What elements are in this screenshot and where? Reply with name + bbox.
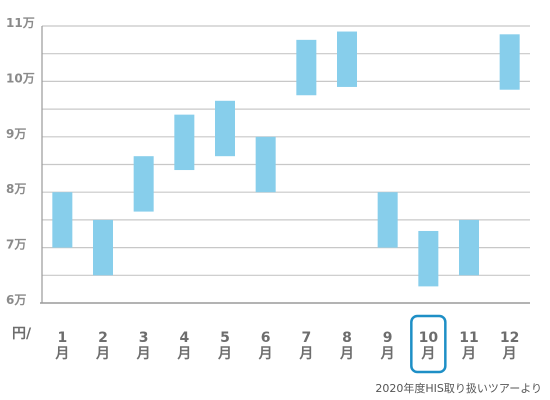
bars [52, 31, 520, 287]
y-tick-label: 11万 [6, 16, 35, 30]
y-tick-label: 7万 [6, 238, 26, 252]
range-bar [459, 219, 479, 276]
range-bar [52, 192, 73, 248]
gridlines [40, 25, 530, 304]
range-bar [93, 219, 113, 276]
y-unit-label: 円/ [12, 326, 32, 342]
y-tick-label: 6万 [6, 293, 26, 307]
source-note: 2020年度HIS取り扱いツアーより [375, 381, 542, 395]
range-bar [255, 136, 276, 193]
highlight-box [410, 314, 447, 374]
y-axis: 6万 7万 8万 9万 10万 11万 [6, 16, 35, 307]
range-bar [337, 31, 357, 87]
range-bar [418, 230, 439, 287]
range-bar [499, 34, 520, 90]
y-tick-label: 10万 [6, 71, 35, 85]
range-bar [377, 192, 398, 248]
y-tick-label: 9万 [6, 127, 26, 141]
range-bar [296, 39, 317, 96]
x-axis: 1 月 2 月 3 月 4 月 5 月 6 月 7 月 8 月 9 月 10 月 11 月 12 月 [54, 314, 519, 374]
range-bar [133, 156, 154, 212]
x-tick-label: 10 月 [419, 330, 439, 362]
x-tick-label: 12 月 [500, 330, 519, 362]
x-tick-label: 11 月 [459, 330, 478, 362]
range-bar [215, 100, 235, 157]
range-bar [174, 114, 195, 171]
y-tick-label: 8万 [6, 182, 26, 196]
